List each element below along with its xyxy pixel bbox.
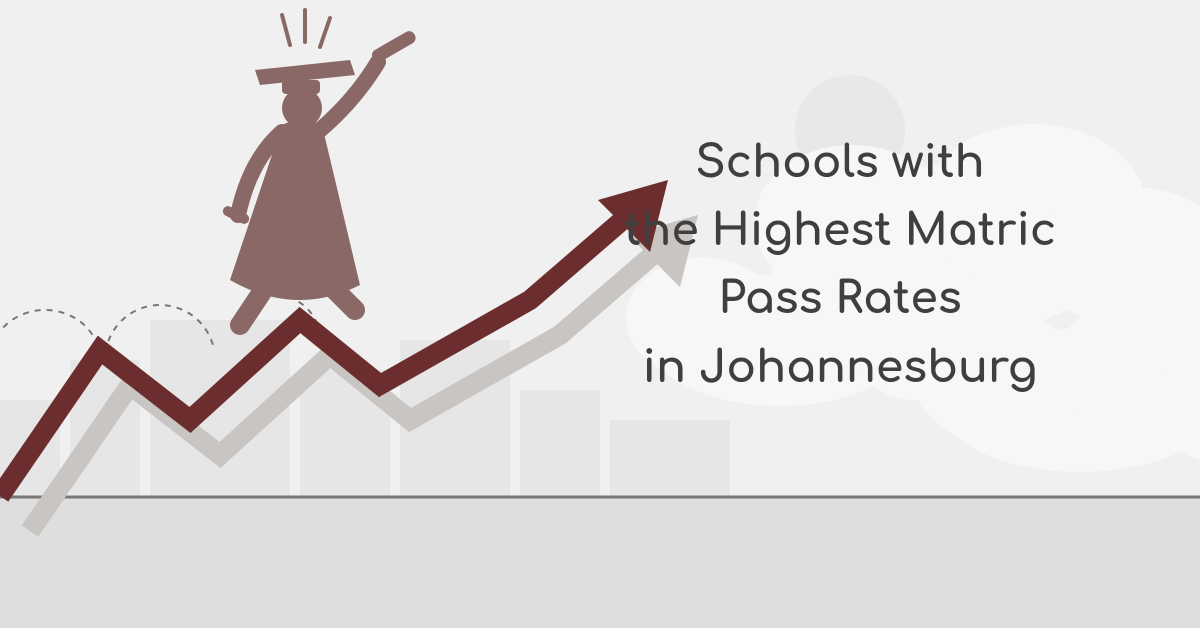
ground-band — [0, 497, 1200, 628]
headline-line: in Johannesburg — [540, 335, 1140, 403]
infographic-canvas: Schools withthe Highest MatricPass Rates… — [0, 0, 1200, 628]
building — [520, 390, 600, 497]
building — [610, 420, 730, 497]
headline-line: the Highest Matric — [540, 198, 1140, 266]
headline-line: Pass Rates — [540, 266, 1140, 334]
headline-text: Schools withthe Highest MatricPass Rates… — [540, 130, 1140, 403]
headline-line: Schools with — [540, 130, 1140, 198]
